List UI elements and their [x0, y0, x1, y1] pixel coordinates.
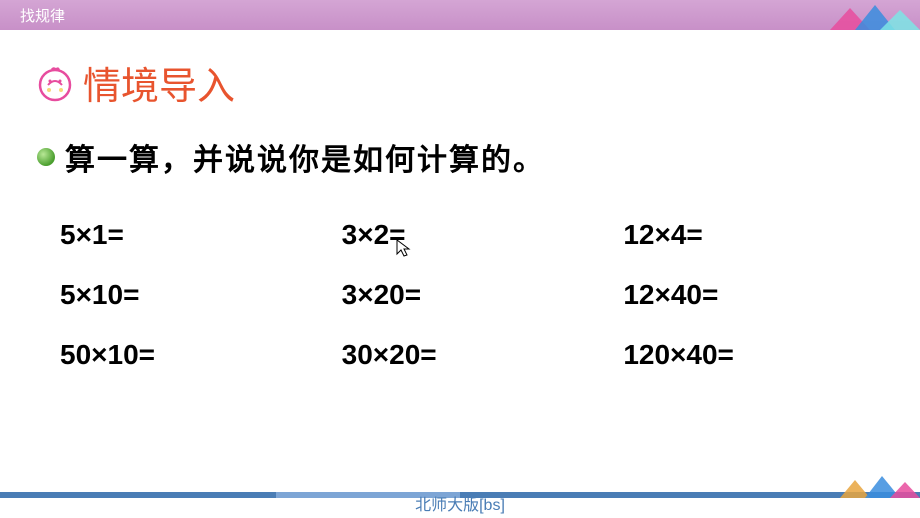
equation-cell: 12×40= [623, 279, 885, 311]
equation-cell: 30×20= [342, 339, 604, 371]
title-row: 情境导入 [35, 55, 885, 110]
content-area: 情境导入 算一算，并说说你是如何计算的。 5×1= 3×2= 12×4= 5×1… [0, 30, 920, 396]
section-title: 情境导入 [83, 55, 235, 110]
top-bar: 找规律 [0, 0, 920, 30]
footer-text: 北师大版[bs] [415, 491, 505, 515]
subtitle-row: 算一算，并说说你是如何计算的。 [35, 135, 885, 179]
subtitle-text: 算一算，并说说你是如何计算的。 [65, 135, 545, 179]
bullet-icon [37, 148, 55, 166]
equation-cell: 12×4= [623, 219, 885, 251]
equations-grid: 5×1= 3×2= 12×4= 5×10= 3×20= 12×40= 50×10… [35, 219, 885, 371]
equation-cell: 5×1= [60, 219, 322, 251]
equation-cell: 3×2= [342, 219, 604, 251]
cursor-icon [395, 238, 411, 258]
title-icon [35, 63, 75, 103]
equation-cell: 120×40= [623, 339, 885, 371]
footer: 北师大版[bs] [0, 488, 920, 518]
equation-cell: 3×20= [342, 279, 604, 311]
top-right-decoration [800, 0, 920, 30]
equation-cell: 50×10= [60, 339, 322, 371]
equation-cell: 5×10= [60, 279, 322, 311]
topbar-title: 找规律 [20, 5, 65, 26]
